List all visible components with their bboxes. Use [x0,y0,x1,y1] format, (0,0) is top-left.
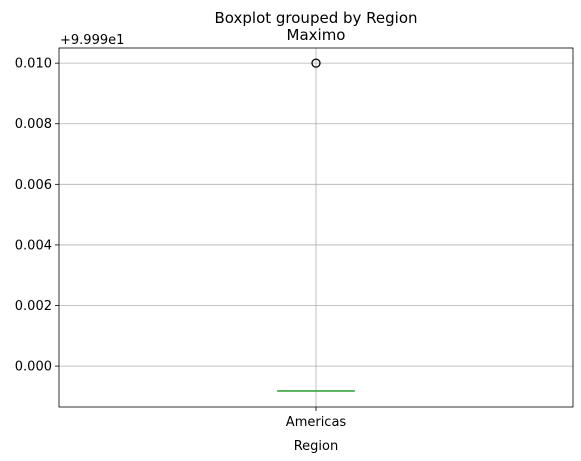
x-tick-label: Americas [286,415,347,430]
y-tick-label: 0.006 [15,178,52,193]
x-axis-ticks: Americas [286,407,347,430]
y-axis-ticks: 0.000 0.002 0.004 0.006 0.008 0.010 [15,57,59,375]
y-tick-label: 0.002 [15,299,52,314]
chart-title: Maximo [287,26,346,44]
chart-suptitle: Boxplot grouped by Region [215,9,418,27]
y-tick-label: 0.000 [15,360,52,375]
box-layer [276,58,356,392]
grid-layer [59,48,573,407]
outlier-point [311,58,321,68]
y-tick-label: 0.004 [15,238,52,253]
y-offset-label: +9.999e1 [60,33,124,48]
y-tick-label: 0.008 [15,117,52,132]
y-tick-label: 0.010 [15,57,52,72]
plot-frame [58,47,574,408]
x-axis-label: Region [294,439,339,454]
